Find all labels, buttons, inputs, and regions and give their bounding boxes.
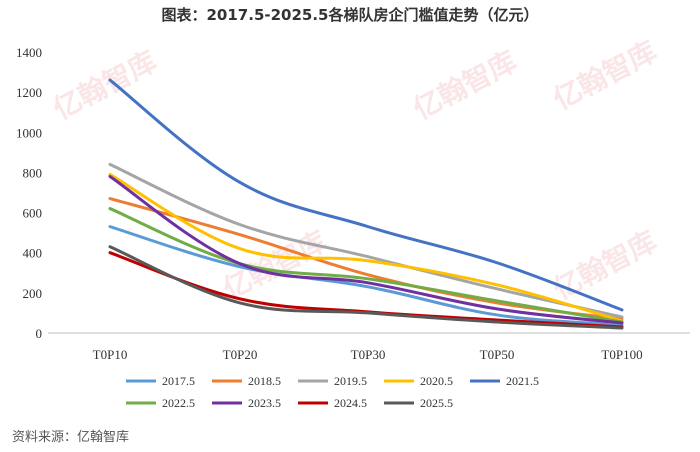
legend-label: 2020.5 [420,374,453,388]
y-tick-label: 0 [36,326,43,341]
series-line-2020.5 [108,172,624,323]
y-tick-label: 1000 [16,125,42,140]
x-tick-label: T0P30 [351,347,386,362]
series-line-2021.5 [108,78,624,312]
y-tick-label: 400 [23,246,43,261]
legend-label: 2022.5 [162,396,195,410]
y-tick-label: 1200 [16,85,42,100]
source-note: 资料来源：亿翰智库 [12,430,130,445]
y-tick-label: 800 [23,165,43,180]
chart-series [108,78,624,330]
chart-title: 图表：2017.5-2025.5各梯队房企门槛值走势（亿元） [161,6,539,24]
chart-legend: 2017.5 2018.5 2019.5 2020.5 2021.5 2022.5 2023… [126,374,539,410]
legend-label: 2017.5 [162,374,195,388]
series-line-2017.5 [108,225,624,327]
series-line-2019.5 [108,162,624,319]
legend-label: 2019.5 [334,374,367,388]
watermark-text: 亿翰智库 [408,44,522,126]
y-tick-label: 1400 [16,45,42,60]
legend-label: 2023.5 [248,396,281,410]
x-tick-label: T0P50 [480,347,515,362]
y-tick-label: 600 [23,206,43,221]
series-line-2022.5 [108,207,624,324]
watermark-text: 亿翰智库 [548,224,662,306]
legend-label: 2024.5 [334,396,367,410]
legend-label: 2021.5 [506,374,539,388]
x-tick-label: T0P10 [93,347,128,362]
series-line-2023.5 [108,174,624,325]
x-tick-label: T0P20 [223,347,258,362]
chart-axes: 0 200 400 600 800 1000 1200 1400 T0P10 T0P20 T0P30… [16,45,690,362]
series-line-2025.5 [108,245,624,330]
x-tick-label: T0P100 [601,347,642,362]
watermark-text: 亿翰智库 [548,34,662,116]
y-tick-label: 200 [23,286,43,301]
legend-label: 2018.5 [248,374,281,388]
watermark-text: 亿翰智库 [48,44,162,126]
legend-label: 2025.5 [420,396,453,410]
